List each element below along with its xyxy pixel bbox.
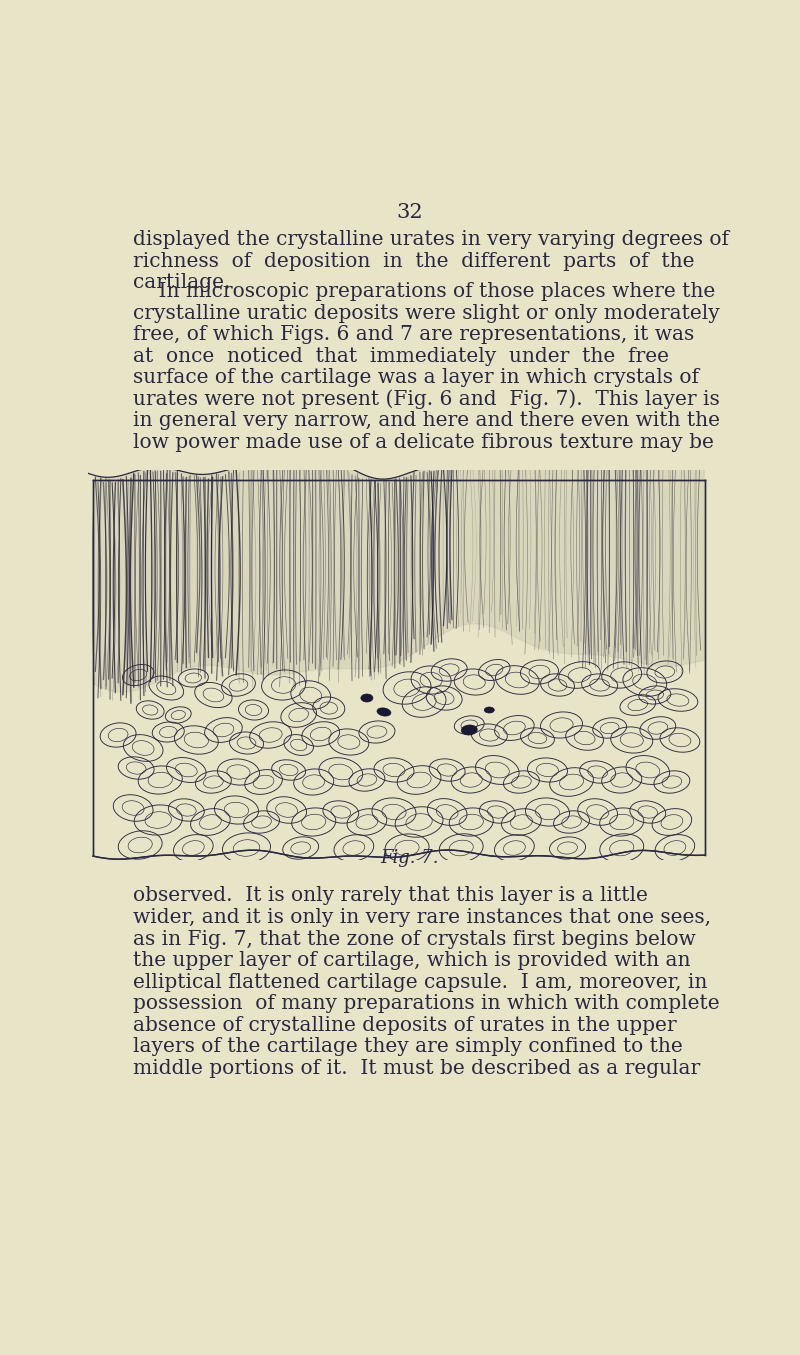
Text: Fig. 7.: Fig. 7.: [381, 850, 439, 867]
Text: at  once  noticed  that  immediately  under  the  free: at once noticed that immediately under t…: [133, 347, 669, 366]
Text: possession  of many preparations in which with complete: possession of many preparations in which…: [133, 995, 719, 1014]
Text: crystalline uratic deposits were slight or only moderately: crystalline uratic deposits were slight …: [133, 304, 719, 322]
Ellipse shape: [462, 725, 478, 734]
Text: surface of the cartilage was a layer in which crystals of: surface of the cartilage was a layer in …: [133, 369, 698, 388]
Text: cartilage.: cartilage.: [133, 274, 230, 293]
Ellipse shape: [377, 707, 391, 717]
Text: In microscopic preparations of those places where the: In microscopic preparations of those pla…: [133, 282, 715, 301]
Text: absence of crystalline deposits of urates in the upper: absence of crystalline deposits of urate…: [133, 1016, 676, 1035]
Text: in general very narrow, and here and there even with the: in general very narrow, and here and the…: [133, 412, 719, 431]
Text: richness  of  deposition  in  the  different  parts  of  the: richness of deposition in the different …: [133, 252, 694, 271]
Text: low power made use of a delicate fibrous texture may be: low power made use of a delicate fibrous…: [133, 432, 714, 451]
Text: middle portions of it.  It must be described as a regular: middle portions of it. It must be descri…: [133, 1058, 700, 1077]
Text: 32: 32: [397, 203, 423, 222]
Text: displayed the crystalline urates in very varying degrees of: displayed the crystalline urates in very…: [133, 230, 729, 249]
Text: wider, and it is only in very rare instances that one sees,: wider, and it is only in very rare insta…: [133, 908, 710, 927]
Text: as in Fig. 7, that the zone of crystals first begins below: as in Fig. 7, that the zone of crystals …: [133, 930, 695, 948]
Text: layers of the cartilage they are simply confined to the: layers of the cartilage they are simply …: [133, 1038, 682, 1057]
Text: free, of which Figs. 6 and 7 are representations, it was: free, of which Figs. 6 and 7 are represe…: [133, 325, 694, 344]
Text: elliptical flattened cartilage capsule.  I am, moreover, in: elliptical flattened cartilage capsule. …: [133, 973, 707, 992]
Text: the upper layer of cartilage, which is provided with an: the upper layer of cartilage, which is p…: [133, 951, 690, 970]
Ellipse shape: [361, 694, 373, 702]
Text: urates were not present (Fig. 6 and  Fig. 7).  This layer is: urates were not present (Fig. 6 and Fig.…: [133, 390, 719, 409]
Ellipse shape: [484, 707, 494, 713]
Text: observed.  It is only rarely that this layer is a little: observed. It is only rarely that this la…: [133, 886, 647, 905]
